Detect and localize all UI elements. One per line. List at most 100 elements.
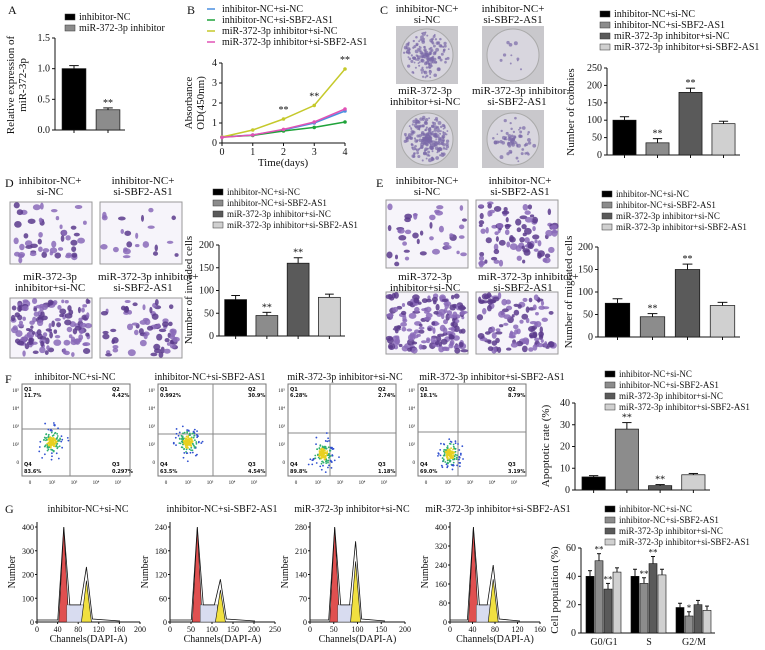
x-tick-label: 250 <box>269 625 281 634</box>
event-dot <box>177 434 180 437</box>
colony <box>423 56 426 59</box>
event-dot <box>174 436 177 439</box>
stained-cell <box>458 329 463 334</box>
stained-cell <box>545 229 553 237</box>
y-axis-label: Cell population (%) <box>549 546 561 634</box>
y-tick-label: 10⁴ <box>408 406 415 412</box>
event-dot <box>193 434 196 437</box>
stained-cell <box>522 259 526 264</box>
stained-cell <box>16 209 24 216</box>
colony <box>425 157 428 160</box>
event-dot <box>43 439 45 441</box>
stained-cell <box>47 299 54 306</box>
colony <box>509 62 512 65</box>
image-caption: miR-372-3p inhibitor+si-NC <box>389 85 461 108</box>
stained-cell <box>418 326 425 330</box>
x-tick-label: S <box>646 637 652 648</box>
colony <box>429 132 433 136</box>
event-dot <box>449 457 451 460</box>
event-dot <box>330 460 333 463</box>
legend-g-swatch <box>604 516 616 524</box>
x-tick-label: 160 <box>534 625 546 634</box>
stained-cell <box>142 241 150 248</box>
stained-cell <box>527 242 534 250</box>
colony <box>503 118 507 123</box>
colony <box>415 42 419 46</box>
significance-label: ** <box>648 304 658 315</box>
y-tick-label: 320 <box>435 542 447 551</box>
colony <box>420 71 423 74</box>
stained-cell <box>538 305 546 310</box>
stained-cell <box>401 302 406 307</box>
event-dot <box>458 449 461 451</box>
legend-e-label: miR-372-3p inhibitor+si-SBF2-AS1 <box>616 222 747 232</box>
stained-cell <box>452 335 460 341</box>
colony <box>438 56 441 59</box>
data-point <box>250 133 255 137</box>
y-axis-label: Number of colonies <box>565 68 577 155</box>
event-dot <box>57 457 60 460</box>
colony <box>415 59 417 61</box>
panel-label-d: D <box>5 176 14 190</box>
event-dot <box>327 466 329 469</box>
stained-cell <box>458 235 465 239</box>
stained-cell <box>171 215 176 221</box>
stained-cell <box>39 202 44 210</box>
stained-cell <box>532 304 537 311</box>
significance-label: ** <box>686 78 696 89</box>
quadrant-name: Q4 <box>420 462 428 468</box>
stained-cell <box>430 337 436 343</box>
stained-cell <box>498 239 506 246</box>
stained-cell <box>524 210 531 215</box>
stained-cell <box>503 206 508 212</box>
stained-cell <box>156 333 163 341</box>
event-dot <box>49 446 52 449</box>
event-dot <box>446 465 449 467</box>
event-dot <box>61 446 64 449</box>
event-dot <box>193 446 196 449</box>
event-dot <box>454 442 457 445</box>
event-dot <box>195 433 198 436</box>
stained-cell <box>533 294 539 301</box>
event-dot <box>188 432 191 435</box>
stained-cell <box>122 255 131 259</box>
colony <box>527 130 531 134</box>
stained-cell <box>493 248 500 255</box>
y-tick-label: 300 <box>22 547 34 556</box>
event-dot <box>318 454 321 457</box>
x-tick-label: 200 <box>248 625 260 634</box>
event-dot <box>51 441 53 443</box>
stained-cell <box>387 224 392 232</box>
colony <box>508 42 513 47</box>
quadrant-name: Q1 <box>160 387 168 393</box>
event-dot <box>450 455 452 458</box>
stained-cell <box>42 248 50 253</box>
stained-cell <box>387 203 393 211</box>
stained-cell <box>13 237 19 245</box>
event-dot <box>453 455 456 458</box>
stained-cell <box>124 230 132 236</box>
colony <box>407 64 411 68</box>
stained-cell <box>386 251 393 259</box>
event-dot <box>323 451 325 454</box>
event-dot <box>183 437 185 440</box>
stained-cell <box>101 214 108 221</box>
colony <box>440 52 444 56</box>
event-dot <box>58 445 61 448</box>
y-tick-label: 160 <box>435 580 447 589</box>
event-dot <box>322 464 324 467</box>
stained-cell <box>71 252 78 258</box>
colony <box>429 145 434 150</box>
x-tick-label: 10⁵ <box>251 480 258 486</box>
colony <box>517 160 520 163</box>
y-axis-label: Number <box>420 555 431 588</box>
stained-cell <box>521 313 529 320</box>
event-dot <box>318 447 321 449</box>
y-tick-label: 100 <box>578 287 593 298</box>
stained-cell <box>63 339 71 346</box>
colony <box>431 60 436 64</box>
stained-cell <box>13 202 20 209</box>
stained-cell <box>77 237 85 244</box>
colony <box>441 123 445 128</box>
event-dot <box>461 445 464 448</box>
